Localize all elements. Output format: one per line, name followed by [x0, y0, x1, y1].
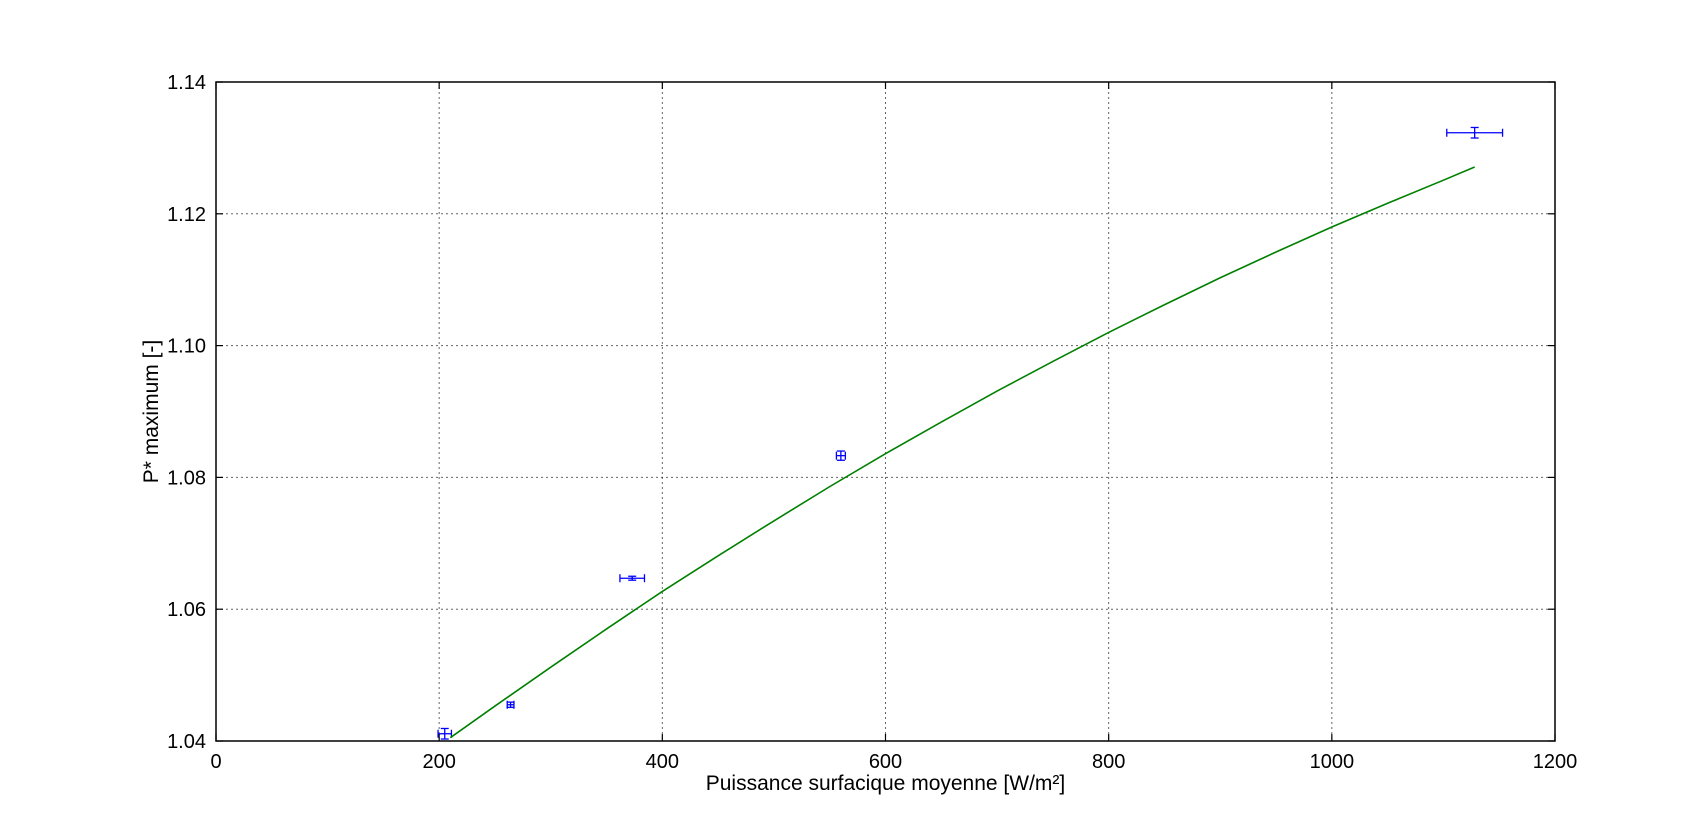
axes-ticks: 0 200 400 600 800 1000 1200 1.04 1.06 1.08 1.10 1.1…	[167, 72, 1577, 773]
x-tick-label: 600	[869, 751, 902, 773]
y-tick-label: 1.04	[167, 731, 206, 753]
x-tick-label: 800	[1092, 751, 1125, 773]
y-tick-label: 1.08	[167, 467, 206, 489]
data-point	[1446, 126, 1504, 139]
data-point	[835, 450, 846, 461]
y-tick-label: 1.12	[167, 204, 206, 226]
y-tick-label: 1.14	[167, 72, 206, 94]
x-tick-label: 400	[646, 751, 679, 773]
x-tick-label: 200	[422, 751, 455, 773]
fit-curve	[449, 166, 1475, 739]
data-point	[619, 574, 646, 583]
x-axis-label: Puissance surfacique moyenne [W/m²]	[706, 772, 1065, 795]
x-tick-label: 1200	[1533, 751, 1578, 773]
y-tick-label: 1.10	[167, 336, 206, 358]
grid	[216, 82, 1555, 741]
x-tick-label: 1000	[1310, 751, 1355, 773]
data-point	[437, 727, 453, 740]
plot-area	[437, 126, 1504, 740]
y-axis-label: P* maximum [-]	[140, 340, 163, 484]
y-tick-label: 1.06	[167, 599, 206, 621]
x-tick-label: 0	[210, 751, 221, 773]
data-point	[506, 700, 515, 709]
